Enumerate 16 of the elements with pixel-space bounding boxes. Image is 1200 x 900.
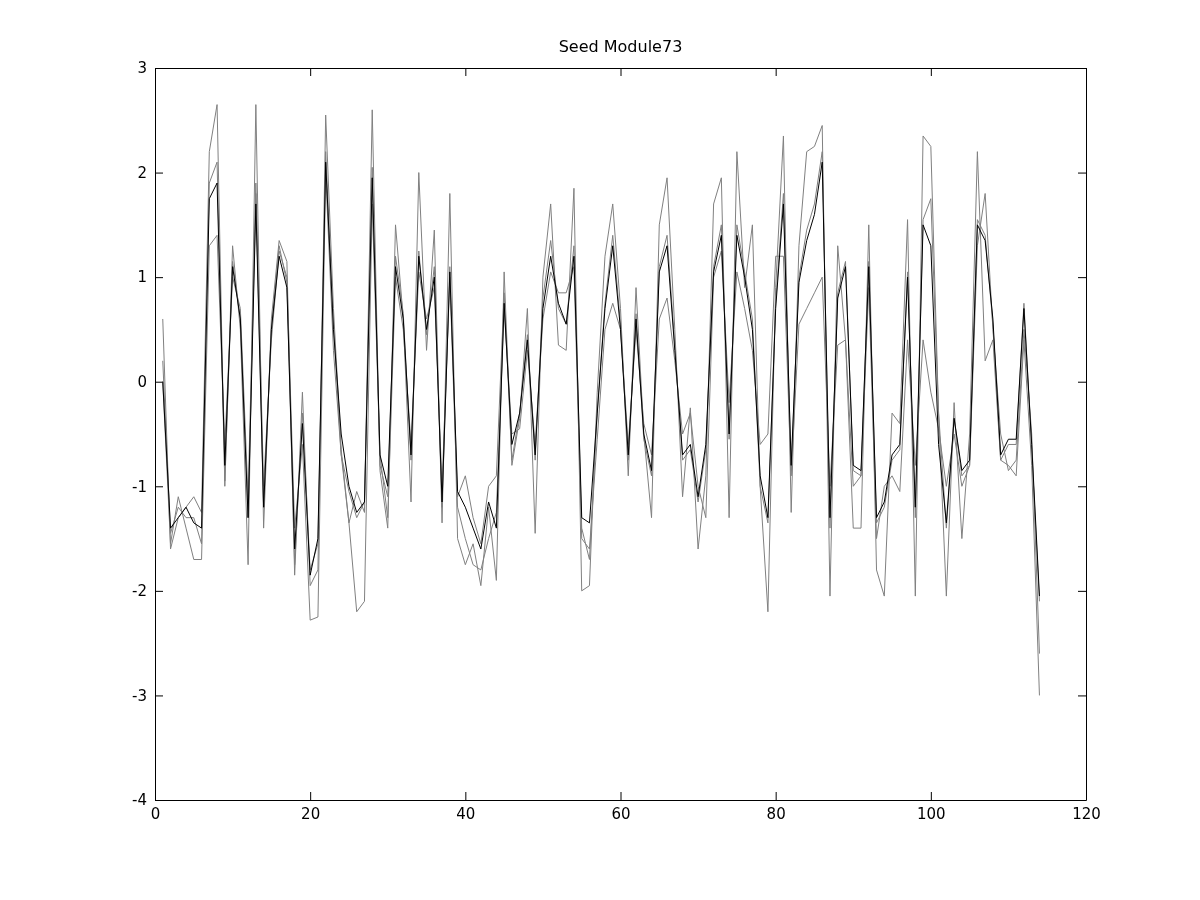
x-tick-label: 120 bbox=[1072, 804, 1101, 823]
y-tick-label: 2 bbox=[137, 163, 147, 182]
x-tick-label: 80 bbox=[766, 804, 786, 823]
chart-title: Seed Module73 bbox=[558, 37, 683, 56]
y-tick-label: -1 bbox=[132, 477, 147, 496]
y-tick-label: 0 bbox=[137, 373, 147, 392]
x-tick-label: 100 bbox=[917, 804, 946, 823]
x-tick-label: 20 bbox=[301, 804, 321, 823]
x-tick-label: 40 bbox=[456, 804, 476, 823]
y-tick-label: -3 bbox=[132, 686, 147, 705]
y-tick-label: 3 bbox=[137, 59, 147, 78]
x-tick-label: 60 bbox=[611, 804, 631, 823]
y-tick-label: -4 bbox=[132, 791, 147, 810]
y-tick-label: 1 bbox=[137, 268, 147, 287]
x-tick-label: 0 bbox=[150, 804, 161, 823]
y-tick-label: -2 bbox=[132, 582, 147, 601]
